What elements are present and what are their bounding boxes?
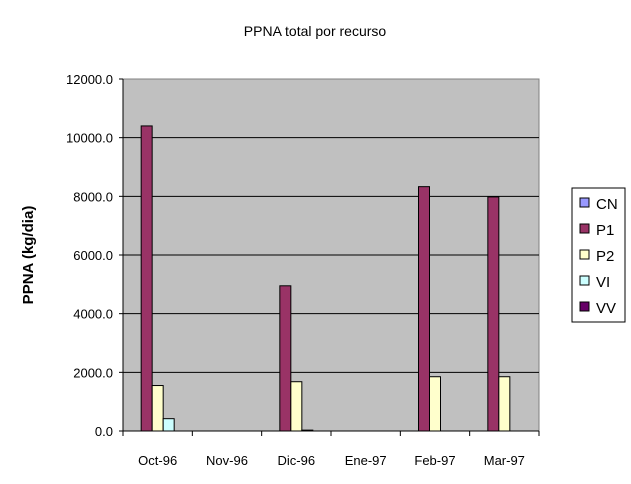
axes: 0.0 2000.0 4000.0 6000.0 8000.0 10000.0 12000.… xyxy=(66,72,540,468)
bar-p2 xyxy=(151,385,164,432)
y-tick-label: 4000.0 xyxy=(73,307,113,322)
legend-swatch-p2 xyxy=(579,249,590,260)
y-axis-label: PPNA (kg/dia) xyxy=(20,206,37,305)
legend-label-p2: P2 xyxy=(596,248,614,265)
x-tick-label: Ene-97 xyxy=(345,453,387,468)
bar-p2 xyxy=(290,381,303,432)
x-tick-label: Mar-97 xyxy=(484,453,525,468)
y-tick-label: 12000.0 xyxy=(66,72,113,87)
legend-swatch-vv xyxy=(579,301,590,312)
chart-title: PPNA total por recurso xyxy=(244,23,387,39)
gridlines xyxy=(123,137,539,373)
bar-vi xyxy=(162,418,175,432)
legend-label-vi: VI xyxy=(596,274,610,291)
legend-label-vv: VV xyxy=(596,300,616,317)
bar-p1 xyxy=(487,196,500,432)
y-tick-label: 6000.0 xyxy=(73,248,113,263)
legend-swatch-vi xyxy=(579,275,590,286)
legend-swatch-p1 xyxy=(579,223,590,234)
bar-p1 xyxy=(279,285,292,432)
y-tick-label: 0.0 xyxy=(95,424,113,439)
bar-p2 xyxy=(429,376,441,432)
legend: CN P1 P2 VI VV xyxy=(571,187,626,323)
x-tick-label: Nov-96 xyxy=(206,453,248,468)
x-tick-label: Feb-97 xyxy=(414,453,455,468)
y-tick-label: 2000.0 xyxy=(73,365,113,380)
legend-label-p1: P1 xyxy=(596,222,614,239)
bar-p2 xyxy=(498,376,511,432)
legend-swatch-cn xyxy=(579,197,590,208)
y-tick-label: 8000.0 xyxy=(73,189,113,204)
legend-label-cn: CN xyxy=(596,196,618,213)
x-tick-label: Oct-96 xyxy=(138,453,177,468)
bar-p1 xyxy=(140,125,153,432)
x-tick-label: Dic-96 xyxy=(278,453,316,468)
y-tick-label: 10000.0 xyxy=(66,131,113,146)
bar-p1 xyxy=(418,186,430,432)
